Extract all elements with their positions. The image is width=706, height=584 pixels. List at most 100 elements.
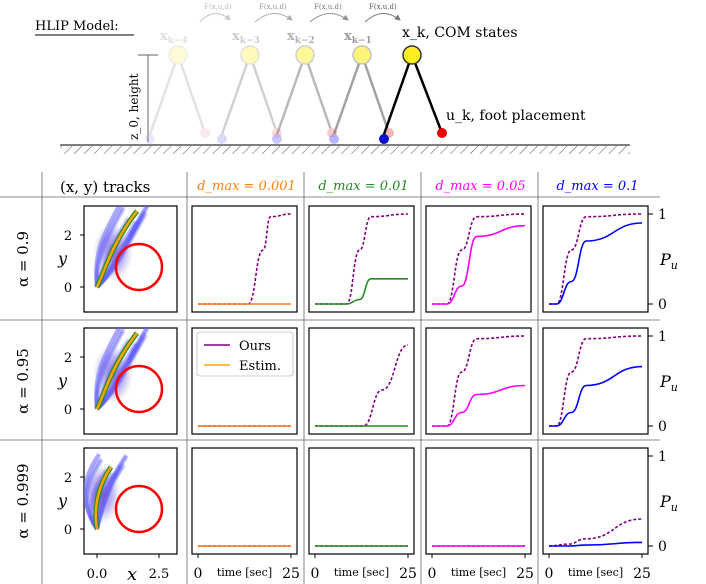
time-tick-label: 25 — [516, 566, 534, 582]
right-tick-label: 1 — [658, 329, 667, 345]
walker-step — [379, 45, 447, 144]
tracks-header: (x, y) tracks — [60, 178, 150, 196]
foot-blue — [379, 134, 389, 144]
estim-line — [432, 384, 526, 427]
transition-arrow — [364, 13, 401, 23]
time-tick-label: 0 — [194, 566, 203, 582]
right-tick-label: 0 — [658, 539, 667, 555]
probability-panel: 0 25 time [sec] — [308, 447, 417, 582]
transition-label: F(x,u,d) — [314, 3, 342, 11]
current-state-label: x_k, COM states — [402, 25, 518, 41]
walker-step: xk−1 — [329, 29, 394, 144]
y-axis-label: y — [57, 491, 68, 510]
hlip-walker: xk−4 xk−3 xk−2 xk−1 F(x,u,d) F(x,u,d) F(x,u,d)… — [145, 3, 447, 144]
time-tick-label: 0 — [311, 566, 320, 582]
right-axis-label: Pu — [659, 250, 678, 272]
leg-left — [218, 54, 252, 141]
grid-header: (x, y) tracks d_max = 0.001 d_max = 0.01 d… — [0, 172, 660, 584]
state-label: xk−3 — [232, 29, 260, 46]
tracks-content — [93, 206, 164, 292]
row-label: α = 0.95 — [14, 348, 32, 414]
state-label: xk−1 — [344, 29, 372, 46]
obstacle-circle — [114, 484, 164, 534]
mean-track — [95, 332, 138, 410]
foot-red — [272, 128, 282, 138]
tracks-panel: 0 2 y — [57, 205, 178, 313]
foot-blue — [272, 134, 282, 144]
estim-line — [314, 277, 408, 305]
column-header: d_max = 0.1 — [556, 179, 638, 194]
state-label: xk−2 — [287, 29, 315, 46]
obstacle-circle — [114, 364, 164, 414]
probability-panel — [308, 327, 415, 435]
transition-arrow — [309, 13, 349, 23]
probability-panel: 1 0 Pu — [542, 327, 678, 435]
time-tick-label: 0 — [428, 566, 437, 582]
panel-frame — [308, 327, 415, 435]
row-label: α = 0.999 — [14, 463, 32, 538]
tracks-panel: 0 2 y 0.0 2.5 x — [57, 447, 178, 584]
foot-blue — [329, 134, 339, 144]
panel-frame — [542, 447, 649, 555]
probability-panel — [191, 205, 298, 313]
right-tick-label: 1 — [658, 207, 667, 223]
y-tick-label: 2 — [64, 229, 72, 244]
probability-panel: 0 25 time [sec] — [425, 447, 534, 582]
y-tick-label: 0 — [64, 403, 72, 418]
y-axis-label: y — [57, 249, 68, 268]
legend-estim-label: Estim. — [239, 359, 281, 374]
legend: Ours Estim. — [196, 331, 294, 377]
panel-frame — [425, 205, 532, 313]
tracks-panel: 0 2 y — [57, 327, 178, 435]
time-tick-label: 25 — [633, 566, 651, 582]
leg-left — [146, 54, 180, 141]
height-label: z_0, height — [127, 73, 141, 140]
walker-step: xk−2 — [272, 29, 337, 144]
transition-arrow — [254, 13, 293, 23]
time-axis-label: time [sec] — [217, 566, 272, 579]
com-state — [168, 45, 188, 65]
estim-line — [548, 222, 643, 305]
probability-panel: Ours Estim. — [191, 327, 298, 435]
probability-panel: 1 0 Pu 0 25 time [sec] — [542, 447, 678, 582]
x-tick-label: 0.0 — [87, 567, 108, 582]
probability-panel: 1 0 Pu — [542, 205, 678, 313]
com-state — [240, 45, 260, 65]
x-tick-label: 2.5 — [149, 567, 170, 582]
hlip-header: HLIP Model: z_0, height xk−4 xk−3 xk−2 xk−1… — [35, 3, 630, 154]
ground-hatch — [60, 146, 630, 154]
leg-right — [410, 54, 444, 134]
y-tick-label: 2 — [64, 351, 72, 366]
transition-label: F(x,u,d) — [259, 3, 287, 11]
panel-frame — [425, 327, 532, 435]
ours-line — [548, 518, 643, 547]
panel-frame — [191, 205, 298, 313]
right-axis-label: Pu — [659, 372, 678, 394]
ours-line — [315, 344, 409, 427]
time-tick-label: 25 — [399, 566, 417, 582]
com-state — [352, 45, 372, 65]
y-tick-label: 0 — [64, 281, 72, 296]
leg-left — [380, 54, 414, 141]
time-axis-label: time [sec] — [451, 566, 506, 579]
panel-frame — [542, 205, 649, 313]
walker-step: xk−3 — [217, 29, 282, 144]
estim-line — [549, 365, 643, 427]
probability-panel: 0 25 time [sec] — [191, 447, 300, 582]
mean-track — [94, 466, 113, 530]
track-cloud — [84, 464, 121, 524]
leg-right — [248, 54, 279, 134]
leg-left — [273, 54, 307, 141]
panel-frame — [425, 447, 532, 555]
leg-left — [330, 54, 364, 141]
time-tick-label: 0 — [545, 566, 554, 582]
foot-blue — [145, 134, 155, 144]
row-label: α = 0.9 — [14, 231, 32, 287]
x-axis-label: x — [127, 564, 137, 584]
foot-blue — [217, 134, 227, 144]
state-label: xk−4 — [160, 29, 188, 46]
obstacle-circle — [114, 242, 164, 292]
leg-right — [303, 54, 334, 134]
transition-arrow — [199, 13, 231, 23]
